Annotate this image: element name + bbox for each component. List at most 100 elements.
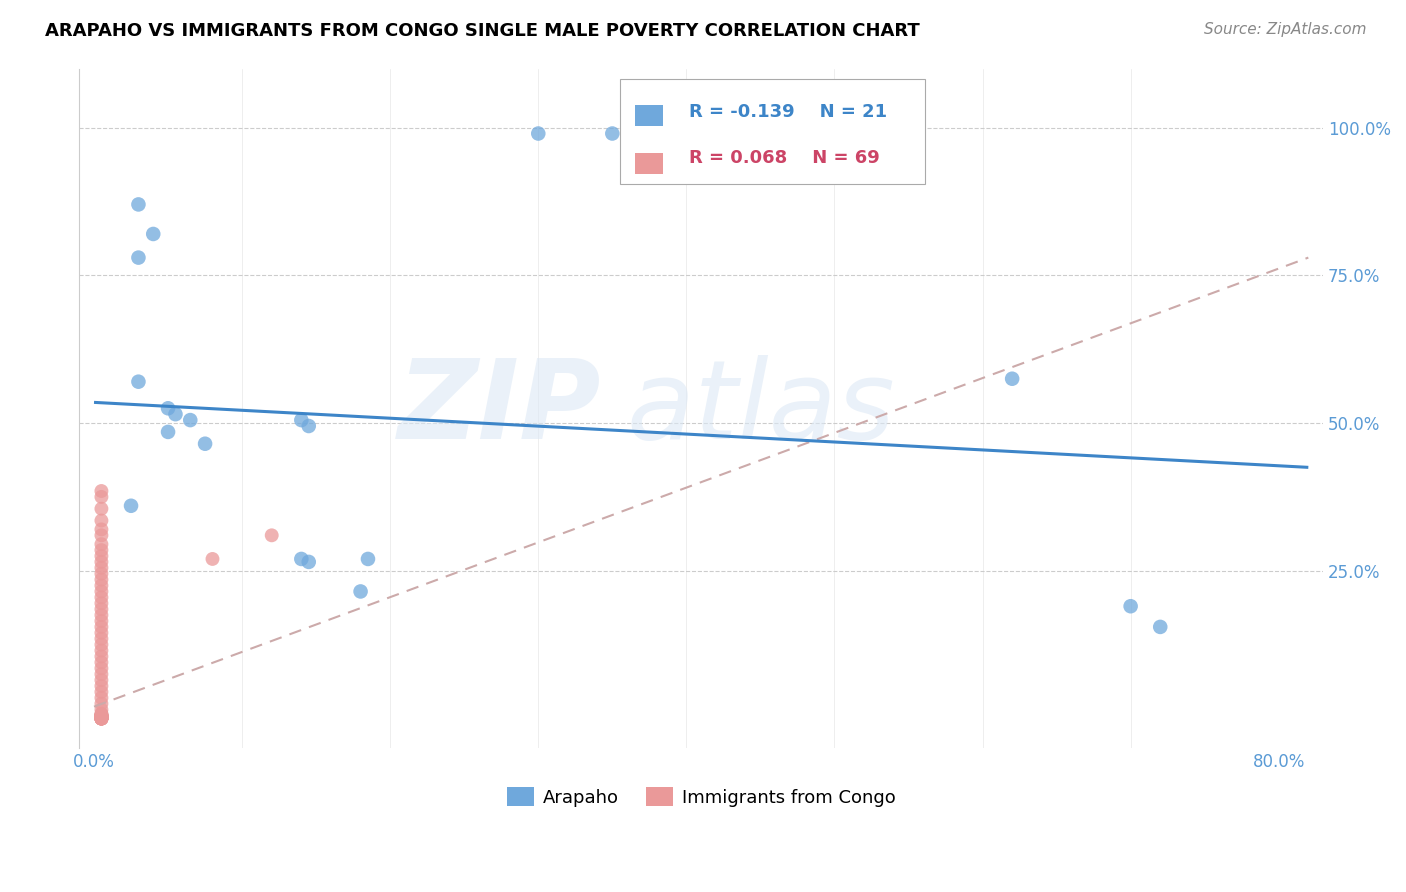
FancyBboxPatch shape — [620, 78, 925, 184]
Point — [90, 711, 112, 725]
Point — [90, 561, 112, 575]
Point — [90, 591, 112, 605]
Legend: Arapaho, Immigrants from Congo: Arapaho, Immigrants from Congo — [499, 780, 903, 814]
Text: R = -0.139    N = 21: R = -0.139 N = 21 — [689, 103, 887, 121]
Bar — [636, 153, 662, 174]
Point — [90, 673, 112, 687]
Text: Source: ZipAtlas.com: Source: ZipAtlas.com — [1204, 22, 1367, 37]
Point — [90, 632, 112, 646]
Point — [90, 709, 112, 723]
Point — [90, 711, 112, 725]
Point — [90, 608, 112, 623]
Point — [90, 711, 112, 725]
Point — [90, 549, 112, 563]
Point — [90, 667, 112, 681]
Point — [90, 706, 112, 721]
Point — [90, 643, 112, 657]
Point — [127, 197, 149, 211]
Point — [90, 708, 112, 723]
Point — [90, 596, 112, 610]
Point — [90, 711, 112, 725]
Point — [290, 552, 312, 566]
Point — [527, 127, 550, 141]
Point — [90, 614, 112, 628]
Point — [90, 711, 112, 725]
Point — [357, 552, 380, 566]
Point — [1149, 620, 1171, 634]
Point — [90, 584, 112, 599]
Point — [90, 710, 112, 724]
Point — [127, 375, 149, 389]
Point — [90, 707, 112, 722]
Point — [90, 711, 112, 725]
Text: R = 0.068    N = 69: R = 0.068 N = 69 — [689, 149, 880, 167]
Point — [1119, 599, 1142, 614]
Point — [201, 552, 224, 566]
Point — [90, 711, 112, 725]
Text: ARAPAHO VS IMMIGRANTS FROM CONGO SINGLE MALE POVERTY CORRELATION CHART: ARAPAHO VS IMMIGRANTS FROM CONGO SINGLE … — [45, 22, 920, 40]
Point — [90, 620, 112, 634]
Point — [1001, 372, 1024, 386]
Point — [90, 708, 112, 723]
Point — [127, 251, 149, 265]
Point — [90, 703, 112, 717]
Point — [142, 227, 165, 241]
Point — [90, 711, 112, 725]
Point — [90, 708, 112, 723]
Point — [90, 709, 112, 723]
Point — [90, 638, 112, 652]
Bar — [636, 105, 662, 126]
Point — [90, 501, 112, 516]
Text: atlas: atlas — [627, 355, 896, 462]
Point — [90, 483, 112, 498]
Point — [157, 425, 180, 439]
Point — [90, 710, 112, 724]
Point — [157, 401, 180, 416]
Point — [90, 711, 112, 725]
Point — [90, 528, 112, 542]
Point — [90, 679, 112, 693]
Point — [349, 584, 371, 599]
Point — [90, 543, 112, 558]
Point — [90, 649, 112, 664]
Point — [90, 711, 112, 725]
Point — [90, 709, 112, 723]
Point — [90, 523, 112, 537]
Point — [90, 573, 112, 587]
Point — [298, 419, 321, 434]
Point — [90, 711, 112, 725]
Point — [90, 555, 112, 569]
Text: ZIP: ZIP — [398, 355, 602, 462]
Point — [90, 578, 112, 592]
Point — [90, 709, 112, 723]
Point — [298, 555, 321, 569]
Point — [90, 656, 112, 670]
Point — [179, 413, 201, 427]
Point — [90, 690, 112, 705]
Point — [90, 710, 112, 724]
Point — [290, 413, 312, 427]
Point — [602, 127, 624, 141]
Point — [90, 711, 112, 725]
Point — [260, 528, 283, 542]
Point — [90, 711, 112, 725]
Point — [194, 436, 217, 450]
Point — [90, 711, 112, 725]
Point — [90, 625, 112, 640]
Point — [90, 661, 112, 675]
Point — [90, 711, 112, 725]
Point — [90, 711, 112, 725]
Point — [90, 711, 112, 725]
Point — [90, 566, 112, 581]
Point — [90, 602, 112, 616]
Point — [90, 514, 112, 528]
Point — [120, 499, 142, 513]
Point — [90, 709, 112, 723]
Point — [90, 708, 112, 723]
Point — [90, 697, 112, 711]
Point — [90, 711, 112, 725]
Point — [165, 407, 187, 421]
Point — [90, 685, 112, 699]
Point — [90, 490, 112, 504]
Point — [90, 537, 112, 551]
